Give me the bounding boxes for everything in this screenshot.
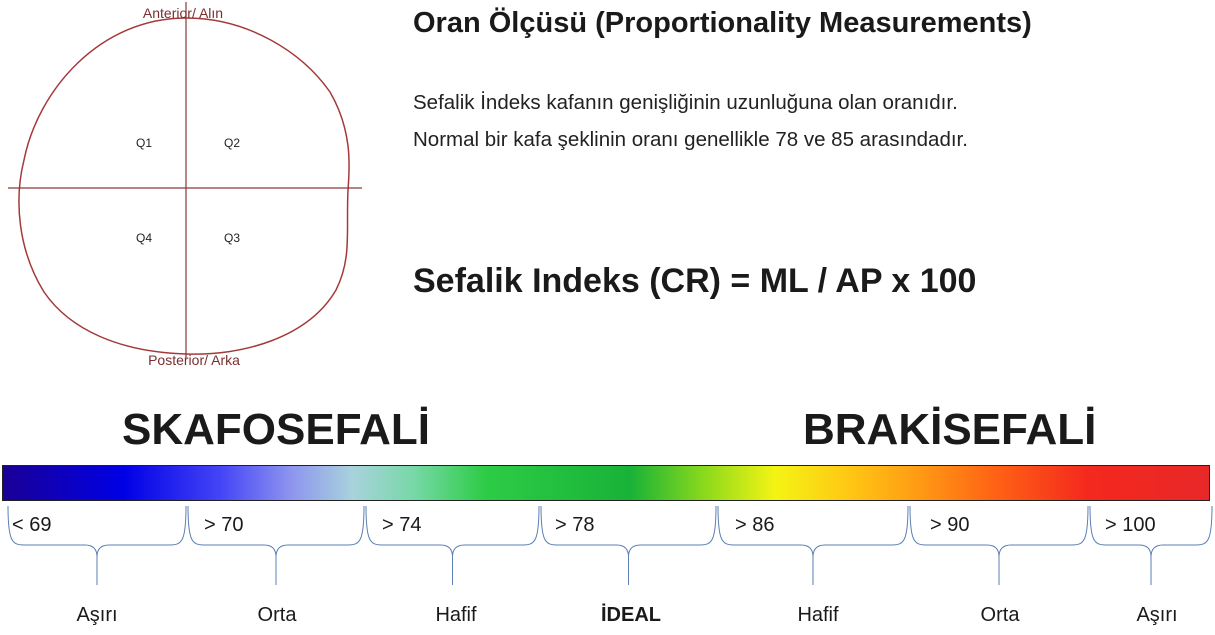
anterior-label: Anterior/ Alın: [142, 5, 224, 21]
range-brace-6: [909, 505, 1089, 585]
description-line-1: Sefalik İndeks kafanın genişliğinin uzun…: [413, 91, 958, 114]
category-label-5: Hafif: [797, 604, 839, 626]
range-label-3: > 74: [382, 514, 422, 536]
category-label-2: Orta: [257, 604, 297, 626]
category-label-6: Orta: [980, 604, 1020, 626]
posterior-label: Posterior/ Arka: [148, 352, 240, 368]
category-label-1: Aşırı: [76, 604, 118, 626]
category-label-7: Aşırı: [1136, 604, 1178, 626]
range-brace-5: [717, 505, 909, 585]
color-scale-bar: [2, 465, 1210, 501]
category-label-ideal: İDEAL: [601, 604, 661, 626]
scale-left-label: SKAFOSEFALİ: [122, 405, 431, 454]
page-title: Oran Ölçüsü (Proportionality Measurement…: [413, 7, 1032, 39]
range-brace-2: [187, 505, 365, 585]
quadrant-label-q2: Q2: [223, 136, 241, 150]
range-label-4: > 78: [555, 514, 595, 536]
category-label-3: Hafif: [435, 604, 477, 626]
range-brace-1: [7, 505, 187, 585]
range-label-5: > 86: [735, 514, 775, 536]
scale-right-label: BRAKİSEFALİ: [803, 405, 1097, 454]
range-label-6: > 90: [930, 514, 970, 536]
quadrant-label-q1: Q1: [135, 136, 153, 150]
brace-group: [7, 505, 1213, 585]
range-label-1: < 69: [12, 514, 52, 536]
range-brace-7: [1089, 505, 1213, 585]
range-label-7: > 100: [1105, 514, 1156, 536]
quadrant-label-q3: Q3: [223, 231, 241, 245]
range-label-2: > 70: [204, 514, 244, 536]
range-brace-4: [540, 505, 717, 585]
quadrant-label-q4: Q4: [135, 231, 153, 245]
range-brace-3: [365, 505, 540, 585]
formula: Sefalik Indeks (CR) = ML / AP x 100: [413, 262, 977, 300]
description-line-2: Normal bir kafa şeklinin oranı genellikl…: [413, 128, 968, 151]
head-outline: [18, 17, 350, 355]
